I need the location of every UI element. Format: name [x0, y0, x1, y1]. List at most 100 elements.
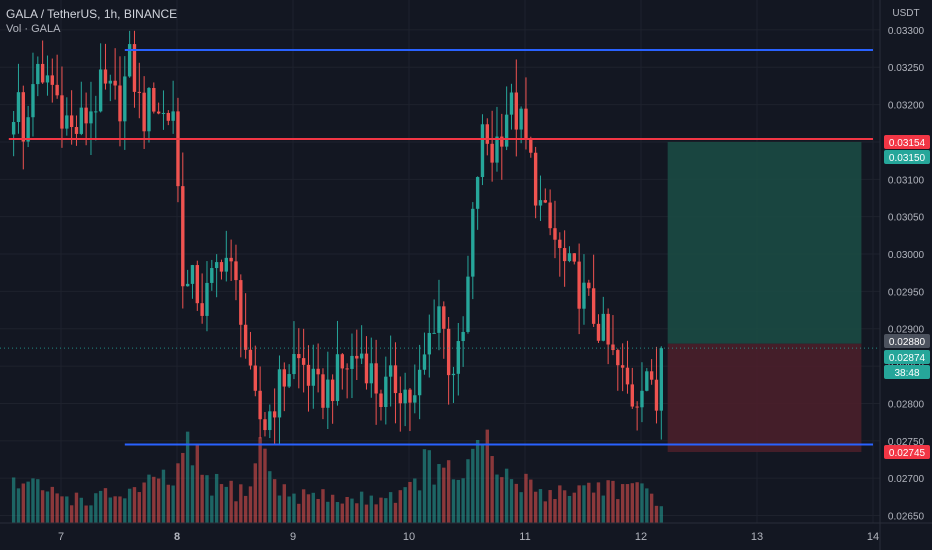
volume-bar [268, 471, 272, 523]
candle-body [210, 268, 214, 283]
volume-bar [40, 490, 45, 523]
volume-bar [306, 494, 311, 523]
volume-bar [60, 496, 64, 523]
candle-body [427, 332, 431, 355]
candle-body [65, 115, 69, 129]
price-label-badge [884, 135, 930, 149]
horizontal-lines[interactable] [0, 49, 880, 446]
candle-body [495, 136, 499, 163]
price-tick-label: 0.02900 [888, 325, 925, 336]
volume-bar [461, 478, 465, 523]
volume-bar [379, 497, 383, 523]
candle-body [335, 354, 340, 402]
candle-body [26, 117, 30, 142]
candle-body [156, 111, 161, 114]
volume-bar [292, 493, 296, 523]
volume-bar [417, 490, 422, 523]
candle-body [504, 114, 509, 147]
candle-body [11, 122, 16, 135]
volume-bar [606, 480, 610, 523]
currency-label: USDT [892, 8, 919, 19]
volume-bar [50, 486, 54, 523]
candle-body [243, 324, 248, 350]
volume-bar [321, 489, 325, 523]
volume-bar [205, 475, 209, 523]
candle-body [374, 363, 378, 394]
volume-bar [65, 496, 69, 523]
volume-bar [567, 495, 572, 523]
candle-body [350, 355, 354, 369]
price-label-text: 0.02745 [889, 448, 926, 459]
volume-bar [398, 490, 402, 523]
volume-bar [408, 481, 412, 523]
candle-body [466, 276, 470, 332]
volume-bar [287, 496, 291, 523]
price-labels: 0.03154 0.03150 0.02880 0.02874 38:48 0.02745 [884, 135, 930, 459]
volume-bar [388, 492, 393, 523]
candle-body [340, 354, 344, 369]
volume-bar [572, 492, 576, 523]
volume-bar [156, 478, 161, 523]
volume-bar [214, 473, 219, 523]
price-tick-label: 0.02700 [888, 474, 925, 485]
candle-body [321, 374, 325, 408]
candle-body [224, 257, 228, 272]
candle-body [524, 108, 528, 139]
volume-bar [393, 502, 398, 523]
volume-bar [601, 495, 605, 523]
volume-bar [490, 456, 494, 523]
price-label-text: 0.03154 [889, 138, 926, 149]
candle-body [635, 406, 639, 408]
volume-bar [640, 483, 644, 523]
volume-bar [350, 498, 354, 523]
volume-bar [659, 506, 663, 523]
price-label-text: 0.02874 [889, 353, 926, 364]
volume-bar [248, 486, 253, 523]
candle-body [572, 253, 576, 262]
candle-body [79, 107, 83, 134]
volume-bar [190, 465, 195, 523]
position-zones[interactable] [667, 141, 862, 453]
price-tick-label: 0.03000 [888, 250, 925, 261]
volume-bar [548, 490, 552, 523]
candle-body [529, 138, 533, 153]
volume-bar [466, 459, 470, 523]
candle-body [190, 265, 195, 284]
volume-bar [123, 498, 127, 523]
volume-bar [596, 482, 601, 523]
price-tick-label: 0.03100 [888, 175, 925, 186]
candle-body [161, 112, 166, 114]
volume-bar [422, 449, 427, 523]
volume-bar [345, 496, 349, 523]
price-tick-label: 0.03250 [888, 63, 925, 74]
volume-bar [258, 437, 262, 523]
candle-body [292, 354, 296, 375]
volume-bar [103, 488, 108, 523]
volume-bar [36, 479, 40, 523]
volume-bar [374, 504, 378, 523]
candle-body [500, 136, 504, 147]
volume-bar [620, 484, 625, 523]
volume-bar [210, 495, 214, 523]
time-tick-label: 11 [519, 531, 530, 543]
volume-bar [485, 429, 489, 523]
symbol-title[interactable]: GALA / TetherUS, 1h, BINANCE [6, 7, 178, 21]
time-tick-label: 9 [290, 531, 296, 543]
volume-indicator-label[interactable]: Vol · GALA [6, 23, 61, 35]
candle-body [649, 371, 654, 380]
candle-body [108, 80, 112, 84]
candle-body [200, 303, 204, 316]
volume-bar [355, 503, 359, 523]
volume-bar [654, 505, 659, 523]
volume-bar [543, 501, 547, 523]
volume-bar [326, 501, 330, 523]
volume-bar [137, 492, 141, 523]
candle-body [253, 365, 257, 391]
price-tick-label: 0.02750 [888, 437, 925, 448]
candle-body [471, 208, 475, 277]
volume-bar [645, 488, 649, 523]
candle-body [330, 379, 335, 402]
volume-bar [55, 493, 59, 523]
volume-bar [616, 499, 620, 523]
